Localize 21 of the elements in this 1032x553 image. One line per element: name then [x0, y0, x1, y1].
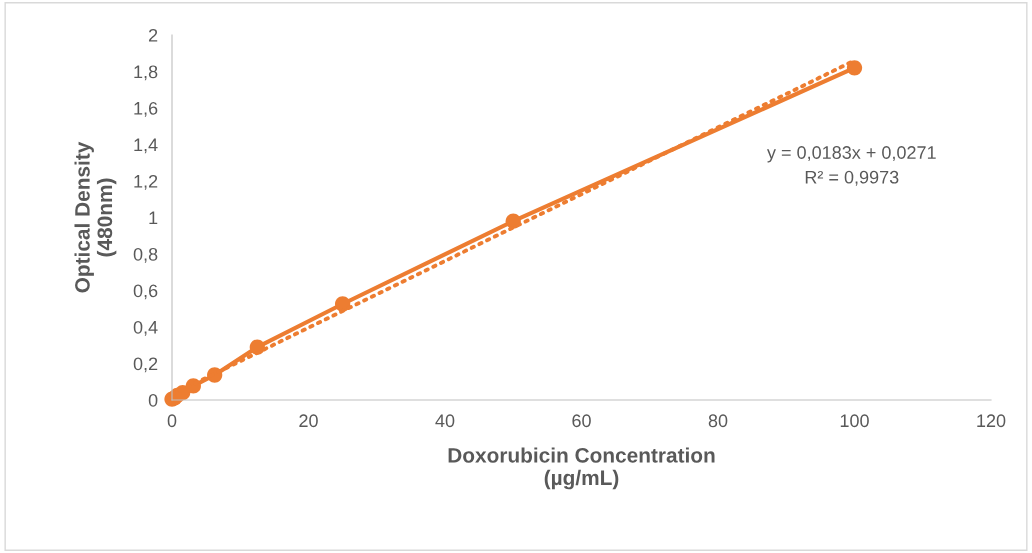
x-axis-title: Doxorubicin Concentration (µg/mL) [448, 447, 715, 490]
x-tick-label: 20 [299, 414, 318, 428]
y-tick-label: 0,8 [133, 247, 158, 263]
y-tick-label: 0,4 [133, 320, 158, 336]
x-tick-label: 80 [708, 414, 728, 428]
x-tick-label: 60 [572, 414, 591, 428]
y-axis-title: Optical Density (480nm) [74, 141, 117, 293]
y-tick-label: 1,4 [134, 138, 158, 154]
y-tick-label: 1 [149, 211, 158, 225]
x-tick-label: 40 [435, 414, 455, 428]
x-tick-label: 100 [840, 414, 869, 428]
y-tick-label: 0,6 [133, 284, 158, 300]
annotation: y = 0,0183x + 0,0271 R² = 0,9973 [766, 146, 936, 186]
y-tick-label: 1,6 [134, 101, 158, 117]
x-tick-label: 120 [977, 414, 1006, 428]
x-tick-label: 0 [167, 414, 177, 428]
y-tick-label: 2 [148, 28, 158, 42]
y-tick-label: 0 [148, 393, 158, 407]
y-tick-label: 1,2 [134, 174, 158, 190]
y-tick-label: 0,2 [133, 357, 158, 373]
y-tick-label: 1,8 [134, 65, 158, 81]
